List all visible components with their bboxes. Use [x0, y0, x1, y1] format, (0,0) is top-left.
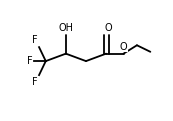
Text: O: O [104, 23, 112, 33]
Text: F: F [27, 56, 32, 66]
Text: F: F [32, 77, 38, 87]
Text: OH: OH [58, 23, 73, 33]
Text: F: F [32, 35, 38, 45]
Text: O: O [120, 42, 127, 52]
